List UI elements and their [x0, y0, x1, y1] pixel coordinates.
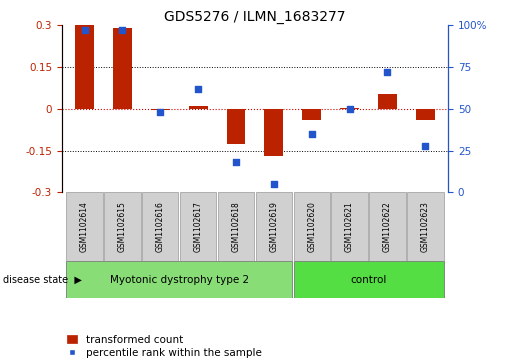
Text: GSM1102619: GSM1102619 — [269, 201, 279, 252]
Bar — [264, 109, 283, 156]
Text: GSM1102622: GSM1102622 — [383, 201, 392, 252]
Text: GSM1102615: GSM1102615 — [118, 201, 127, 252]
Point — [421, 143, 430, 148]
Text: GSM1102618: GSM1102618 — [231, 201, 241, 252]
Bar — [340, 107, 359, 109]
Point — [346, 106, 354, 112]
Bar — [151, 109, 170, 110]
Text: GSM1102614: GSM1102614 — [80, 201, 89, 252]
Text: control: control — [350, 274, 387, 285]
Legend: transformed count, percentile rank within the sample: transformed count, percentile rank withi… — [67, 335, 262, 358]
Bar — [407, 192, 443, 261]
Point — [156, 109, 164, 115]
Point — [232, 159, 240, 165]
Point — [383, 69, 391, 75]
Bar — [142, 192, 178, 261]
Point — [194, 86, 202, 92]
Text: disease state  ▶: disease state ▶ — [3, 274, 81, 285]
Bar — [104, 192, 141, 261]
Title: GDS5276 / ILMN_1683277: GDS5276 / ILMN_1683277 — [164, 11, 346, 24]
Text: GSM1102617: GSM1102617 — [194, 201, 202, 252]
Bar — [369, 192, 406, 261]
Point — [270, 181, 278, 187]
Bar — [416, 109, 435, 120]
Bar — [227, 109, 246, 144]
Point — [307, 131, 316, 137]
Bar — [294, 192, 330, 261]
Bar — [66, 192, 102, 261]
Bar — [66, 261, 292, 298]
Bar — [332, 192, 368, 261]
Text: GSM1102620: GSM1102620 — [307, 201, 316, 252]
Text: Myotonic dystrophy type 2: Myotonic dystrophy type 2 — [110, 274, 249, 285]
Bar — [180, 192, 216, 261]
Bar — [113, 28, 132, 109]
Point — [118, 28, 127, 33]
Bar — [75, 25, 94, 109]
Bar — [378, 94, 397, 109]
Text: GSM1102621: GSM1102621 — [345, 201, 354, 252]
Bar — [218, 192, 254, 261]
Point — [80, 28, 89, 33]
Bar — [302, 109, 321, 120]
Bar — [294, 261, 443, 298]
Bar — [255, 192, 292, 261]
Text: GSM1102623: GSM1102623 — [421, 201, 430, 252]
Text: GSM1102616: GSM1102616 — [156, 201, 165, 252]
Bar — [188, 106, 208, 109]
